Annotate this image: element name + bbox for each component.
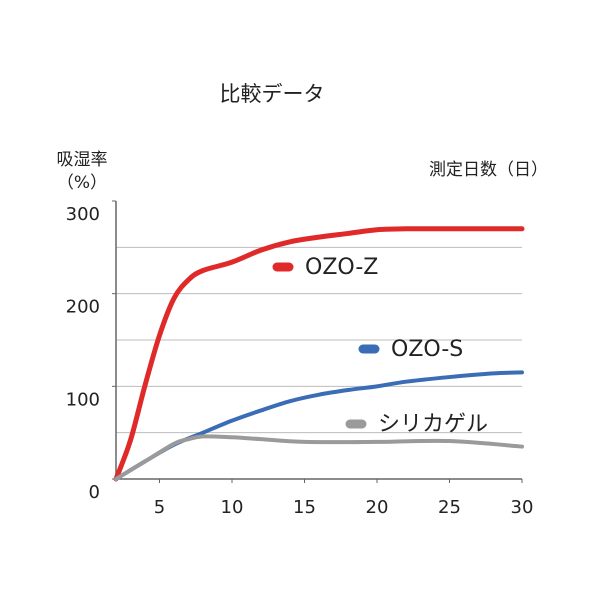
data-line (114, 434, 524, 481)
y-axis-unit: （%） (57, 173, 107, 193)
legend-label: シリカゲル (378, 412, 488, 437)
x-tick-label: 10 (221, 497, 244, 518)
y-tick-label: 300 (66, 204, 100, 225)
x-tick-label: 20 (366, 497, 389, 518)
x-axis-label: 測定日数（日） (429, 160, 548, 180)
y-tick-label: 0 (89, 482, 100, 503)
y-tick-label: 200 (66, 297, 100, 318)
y-axis-label: 吸湿率 (57, 150, 108, 170)
legend-label: OZO-Z (305, 255, 378, 280)
legend-label: OZO-S (391, 337, 463, 362)
y-tick-label: 100 (66, 389, 100, 410)
x-tick-label: 15 (293, 497, 316, 518)
x-tick-label: 25 (438, 497, 461, 518)
x-tick-label: 30 (511, 497, 534, 518)
x-tick-label: 5 (154, 497, 165, 518)
chart-title: 比較データ (220, 82, 325, 106)
data-line (113, 226, 525, 482)
